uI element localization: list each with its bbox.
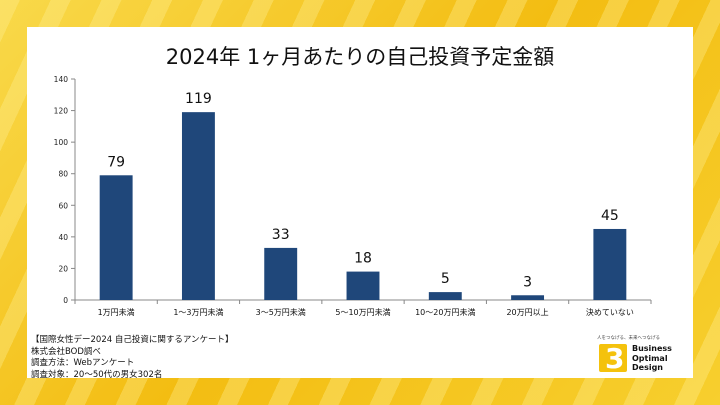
y-tick-label: 20	[58, 264, 68, 273]
y-tick-label: 140	[54, 75, 69, 84]
y-tick-label: 0	[63, 296, 68, 305]
y-tick-label: 120	[54, 107, 69, 116]
logo-word: Optimal	[632, 353, 668, 363]
data-label: 45	[601, 208, 619, 224]
logo-mark: 3	[599, 342, 627, 375]
bar	[428, 292, 462, 300]
bar	[181, 112, 215, 301]
data-label: 18	[354, 251, 372, 267]
logo-wordmark: Business Optimal Design	[632, 344, 672, 373]
y-tick-label: 60	[58, 201, 68, 210]
bar	[346, 271, 380, 300]
data-label: 79	[107, 154, 125, 170]
note-line: 調査対象：20〜50代の男女302名	[31, 369, 163, 380]
note-line: 【国際女性デー2024 自己投資に関するアンケート】	[31, 335, 234, 345]
bar	[511, 295, 545, 300]
logo-word: Business	[632, 344, 672, 353]
y-tick-label: 80	[58, 170, 68, 179]
y-tick-label: 100	[54, 138, 69, 147]
chart-title: 2024年 1ヶ月あたりの自己投資予定金額	[165, 45, 555, 69]
slide-card: 2024年 1ヶ月あたりの自己投資予定金額 0 20 40 60 80 100 120 140…	[27, 27, 693, 381]
y-tick-label: 40	[58, 233, 68, 242]
x-tick-label: 10〜20万円未満	[415, 307, 475, 317]
note-line: 株式会社BOD調べ	[31, 346, 101, 357]
bar-chart: 0 20 40 60 80 100 120 140 79 1万円未満 119 1〜3万円未満 33 3〜…	[54, 75, 652, 317]
data-label: 5	[441, 271, 450, 287]
data-label: 119	[185, 91, 212, 107]
logo-word: Design	[632, 363, 663, 372]
bar	[99, 175, 133, 300]
note-line: 調査方法：Webアンケート	[31, 358, 135, 368]
data-label: 3	[523, 274, 532, 290]
x-tick-label: 3〜5万円未満	[256, 307, 306, 317]
x-tick-label: 決めていない	[586, 307, 634, 317]
x-tick-label: 1万円未満	[98, 307, 135, 317]
survey-notes: 【国際女性デー2024 自己投資に関するアンケート】 株式会社BOD調べ 調査方…	[31, 335, 234, 381]
x-tick-label: 20万円以上	[506, 308, 548, 317]
x-tick-label: 5〜10万円未満	[335, 307, 390, 317]
bar	[264, 247, 298, 300]
data-label: 33	[272, 227, 290, 243]
logo-mark-glyph: 3	[605, 342, 625, 375]
x-tick-label: 1〜3万円未満	[173, 307, 223, 317]
bar	[593, 228, 627, 300]
company-logo: 人をつなげる、未来へつなげる 3 Business Optimal Design	[597, 335, 689, 375]
logo-tagline: 人をつなげる、未来へつなげる	[597, 336, 660, 341]
